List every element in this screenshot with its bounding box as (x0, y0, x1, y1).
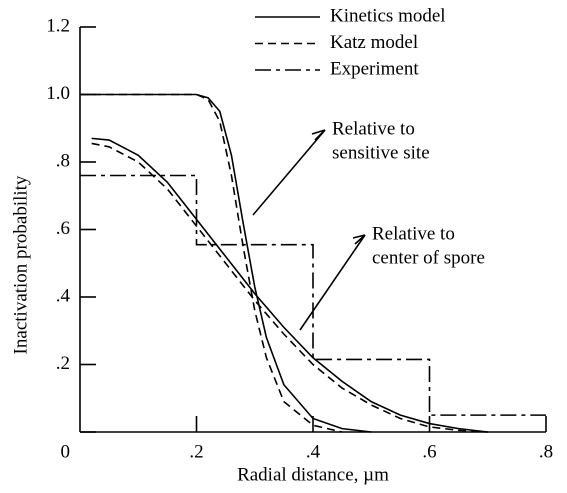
y-tick-label: 1.2 (46, 15, 70, 36)
y-tick-label: .2 (56, 353, 70, 374)
annotation: Relative to (372, 223, 455, 244)
y-tick-label: 0 (61, 441, 71, 462)
line-series (80, 93, 343, 433)
arrow-head (352, 234, 366, 245)
line-series (91, 142, 488, 433)
x-tick-label: .2 (189, 441, 203, 462)
x-tick-label: .8 (539, 441, 553, 462)
x-tick-label: .4 (306, 441, 321, 462)
y-axis-label: Inactivation probability (10, 175, 31, 354)
y-tick-label: .6 (56, 218, 70, 239)
y-tick-label: .8 (56, 150, 70, 171)
x-axis-label: Radial distance, µm (237, 464, 389, 485)
arrow-head (311, 129, 326, 141)
y-tick-label: .4 (56, 285, 71, 306)
annotation: center of spore (372, 247, 485, 268)
x-tick-label: .6 (422, 441, 436, 462)
y-tick-label: 1.0 (46, 83, 70, 104)
annotation: Relative to (332, 118, 415, 139)
legend-label: Experiment (330, 58, 419, 79)
line-series (80, 174, 546, 416)
legend-label: Katz model (330, 32, 418, 53)
line-series (80, 93, 372, 433)
annotation: sensitive site (332, 142, 430, 163)
line-series (91, 137, 488, 433)
annotation-arrow (252, 129, 326, 216)
annotation-arrow (299, 234, 366, 331)
legend-label: Kinetics model (330, 5, 446, 26)
